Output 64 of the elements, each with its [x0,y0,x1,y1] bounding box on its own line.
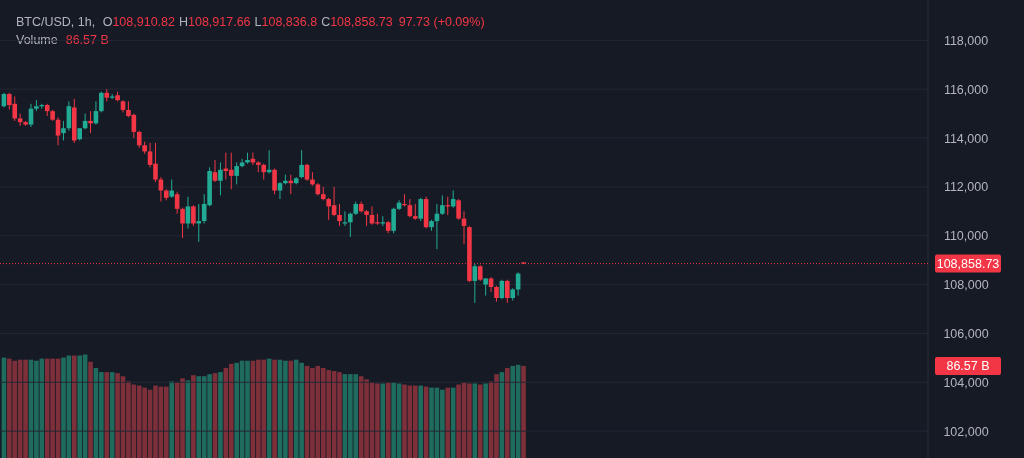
bar [104,372,110,458]
candlestick [418,197,423,222]
annotation: C108,858.73 [321,15,393,29]
candlestick [348,212,353,238]
text: 86.57 B [946,359,990,374]
y-tick-label: 112,000 [943,180,989,195]
bar [445,387,451,458]
y-tick-label: 110,000 [943,229,989,244]
candlestick [456,198,461,221]
candlestick [218,161,223,196]
candlestick [440,194,445,216]
candlestick [185,196,191,229]
candlestick [505,279,510,304]
bar [521,365,526,458]
candlestick [212,159,218,183]
candlestick [180,207,185,239]
candlestick [272,168,277,195]
annotation: O108,910.82 [102,15,176,29]
candlestick [169,179,175,199]
y-tick-label: 114,000 [943,131,989,146]
bar [169,381,175,458]
bar [288,360,294,458]
candlestick [234,161,239,185]
bar [483,383,488,458]
annotation: BTC/USD, 1h, [16,15,99,29]
chart-title: Volume [16,33,58,47]
candlestick [99,91,104,113]
y-tick-label: 106,000 [943,326,989,341]
y-tick-label: 118,000 [943,33,989,48]
candlestick [228,152,234,190]
candlestick [196,203,202,243]
candlestick [88,110,93,134]
bar [385,382,391,458]
y-tick-label: 108,000 [943,278,989,293]
candlestick [174,191,180,215]
candlestick [277,181,283,200]
candlestick [299,149,304,179]
y-tick-label: 102,000 [943,424,989,439]
bar [510,365,516,458]
y-tick-label: 104,000 [943,375,989,390]
bar [196,376,202,458]
bar [88,361,93,458]
candlestick [337,203,342,227]
candlestick [288,174,294,195]
candlestick [61,120,66,141]
candlestick [472,263,478,304]
bar [418,385,423,458]
annotation: H108,917.66 [178,15,251,29]
bar [505,367,510,458]
candlestick [191,204,196,227]
annotation: 97.73 (+0.09%) [398,15,485,29]
bar [71,355,77,458]
annotation: L108,836.8 [254,15,318,29]
ref-line-label: 108,858.73 [936,257,1000,272]
y-tick-label: 116,000 [943,82,989,97]
bar [191,375,196,458]
bar [477,384,483,458]
candlestick [391,207,396,234]
bar [272,359,277,458]
candlestick [342,210,348,227]
bar [218,372,223,458]
bar [228,363,234,458]
annotation: 86.57 B [65,33,109,47]
bar [412,385,418,458]
